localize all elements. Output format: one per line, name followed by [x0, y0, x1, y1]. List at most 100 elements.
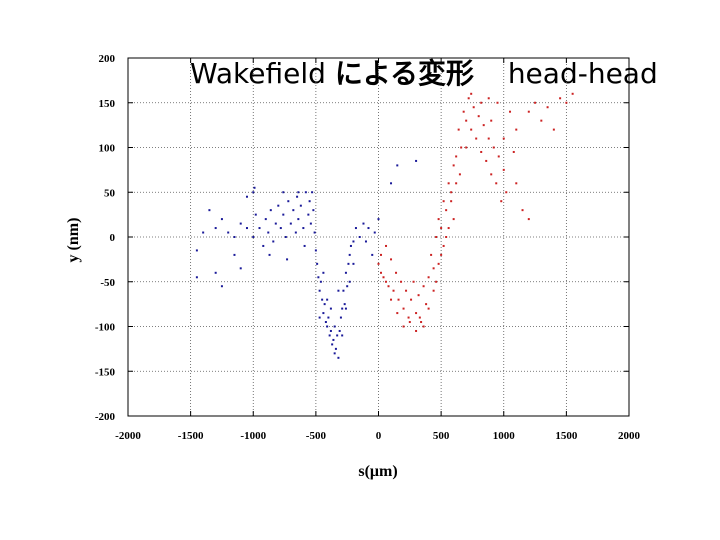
blue-data-point [286, 258, 289, 261]
tick-marks [127, 57, 630, 417]
red-data-point [559, 97, 562, 100]
red-data-point [509, 110, 512, 113]
red-data-point [455, 155, 458, 158]
blue-data-point [321, 298, 324, 301]
red-data-point [458, 173, 461, 176]
blue-data-point [297, 218, 300, 221]
blue-data-point [362, 222, 365, 225]
slide-title-main: Wakefield [190, 57, 326, 90]
blue-data-point [390, 182, 393, 185]
blue-data-point [373, 231, 376, 234]
blue-data-point [294, 231, 297, 234]
red-data-point [477, 115, 480, 118]
red-data-point [505, 191, 508, 194]
blue-data-point [349, 244, 352, 247]
blue-data-point [239, 222, 242, 225]
blue-data-point [347, 262, 350, 265]
red-data-point [410, 298, 413, 301]
red-data-point [497, 155, 500, 158]
x-tick-label: 0 [376, 430, 382, 442]
red-data-point [402, 325, 405, 328]
red-data-point [447, 182, 450, 185]
red-data-point [502, 168, 505, 171]
red-data-point [565, 101, 568, 104]
blue-data-point [322, 312, 325, 315]
blue-data-point [297, 191, 300, 194]
y-tick-label: 100 [99, 143, 116, 155]
red-data-point [465, 146, 468, 149]
red-data-point [472, 106, 475, 109]
y-axis-label: y (nm) [65, 218, 82, 263]
blue-data-point [415, 159, 418, 162]
blue-data-point [316, 262, 319, 265]
red-data-point [470, 128, 473, 131]
blue-data-point [220, 218, 223, 221]
slide-title-japanese: による変形 [334, 57, 474, 90]
blue-data-point [312, 209, 315, 212]
red-data-point [450, 200, 453, 203]
red-data-point [442, 244, 445, 247]
red-data-point [482, 124, 485, 127]
red-data-point [427, 307, 430, 310]
red-data-point [457, 128, 460, 131]
blue-data-point [322, 271, 325, 274]
slide-title-suffix: head-head [507, 57, 658, 90]
red-data-point [435, 280, 438, 283]
red-data-point [467, 97, 470, 100]
blue-data-point [220, 285, 223, 288]
blue-data-point [233, 236, 236, 238]
blue-data-point [292, 209, 295, 212]
blue-data-point [352, 240, 355, 243]
red-data-point [418, 316, 421, 319]
red-data-point [490, 119, 493, 122]
red-data-point [442, 200, 445, 203]
red-data-point [385, 280, 388, 283]
red-data-point [380, 253, 383, 256]
blue-data-point [346, 285, 349, 288]
x-tick-label: 1500 [555, 430, 578, 442]
blue-data-point [253, 186, 256, 189]
red-data-point [395, 271, 398, 274]
red-data-point [546, 106, 549, 109]
red-data-point [422, 325, 425, 328]
blue-data-point [279, 227, 282, 230]
red-data-point [502, 137, 505, 140]
red-data-point [408, 321, 411, 324]
red-data-point [445, 236, 448, 238]
x-tick-label: -500 [306, 430, 327, 442]
blue-data-point [341, 307, 344, 310]
blue-data-point [327, 316, 330, 319]
y-tick-labels: -200 -150 -100 -50 0 50 100 150 200 [95, 53, 116, 423]
blue-data-point [343, 303, 346, 306]
blue-data-point [324, 321, 327, 324]
blue-data-point [233, 253, 236, 256]
x-axis-label: s(μm) [358, 463, 397, 480]
blue-data-point [195, 276, 198, 279]
blue-data-point [358, 236, 361, 238]
blue-data-point [282, 213, 285, 216]
blue-data-point [308, 200, 311, 203]
red-data-point [495, 182, 498, 185]
blue-data-point [227, 231, 230, 234]
red-data-point [407, 316, 410, 319]
blue-data-point [307, 213, 310, 216]
red-data-point [422, 285, 425, 288]
blue-data-point [302, 227, 305, 230]
red-data-point [382, 276, 385, 279]
blue-data-point [258, 227, 261, 230]
red-data-point [452, 218, 455, 221]
blue-data-point [336, 334, 339, 337]
blue-data-point [239, 267, 242, 270]
x-tick-labels: -2000 -1500 -1000 -500 0 500 1000 1500 2000 [115, 430, 640, 442]
blue-data-point [344, 271, 347, 274]
blue-data-point [318, 316, 321, 319]
blue-data-point [314, 249, 317, 252]
y-tick-label: -150 [95, 366, 116, 378]
red-data-point [462, 110, 465, 113]
red-data-point [534, 101, 537, 104]
blue-data-point [272, 240, 275, 243]
blue-data-point [299, 204, 302, 207]
blue-data-point [348, 253, 351, 256]
blue-data-point [287, 200, 290, 203]
blue-data-point [254, 213, 257, 216]
